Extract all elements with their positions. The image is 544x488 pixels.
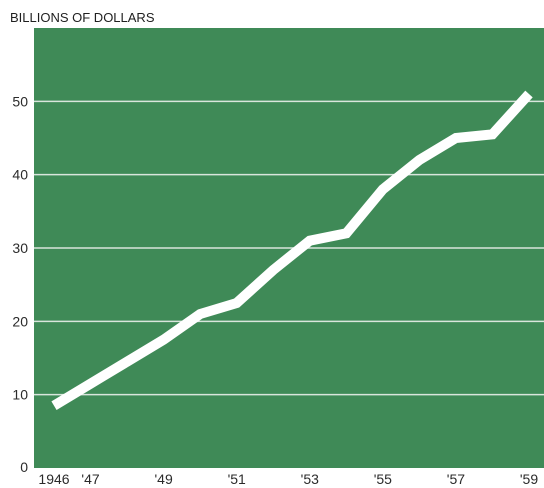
line-series xyxy=(51,90,533,410)
y-tick-label: 0 xyxy=(20,459,28,475)
y-tick-label: 10 xyxy=(12,387,28,403)
series-line xyxy=(51,90,533,410)
x-tick-label: '47 xyxy=(81,471,99,487)
x-tick-label: '53 xyxy=(301,471,319,487)
x-tick-label: '55 xyxy=(374,471,392,487)
y-tick-label: 30 xyxy=(12,240,28,256)
y-axis-label: BILLIONS OF DOLLARS xyxy=(10,10,155,25)
y-tick-label: 50 xyxy=(12,93,28,109)
y-tick-label: 40 xyxy=(12,167,28,183)
x-tick-label: 1946 xyxy=(38,471,69,487)
x-tick-label: '49 xyxy=(154,471,172,487)
grid-lines xyxy=(34,100,544,396)
axis-ticks: 0 10 20 30 40 50 1946 '47 '49 '51 '53 '55 '57 '59 xyxy=(12,93,538,487)
x-tick-label: '57 xyxy=(447,471,465,487)
x-tick-label: '59 xyxy=(520,471,538,487)
y-tick-label: 20 xyxy=(12,313,28,329)
x-tick-label: '51 xyxy=(228,471,246,487)
